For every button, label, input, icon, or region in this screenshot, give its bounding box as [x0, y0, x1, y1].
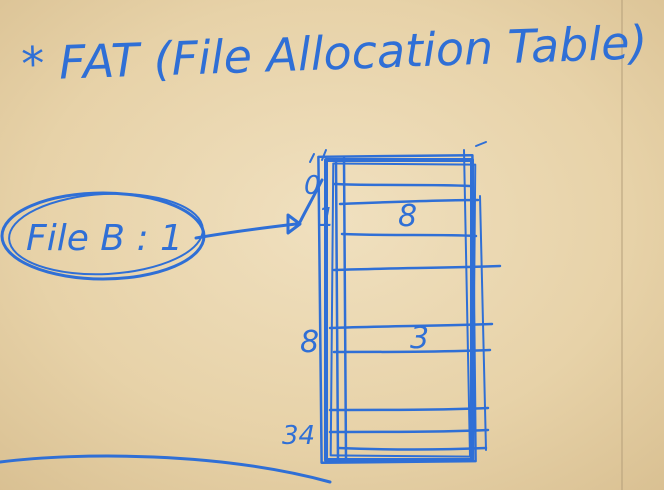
- fat-row-line: [340, 232, 478, 238]
- fat-row-line: [328, 322, 494, 330]
- fat-row-line: [332, 182, 472, 188]
- fat-index-0: 0: [304, 171, 321, 201]
- bottom-curve: [0, 454, 332, 484]
- arrow-tail-squiggle: [298, 178, 324, 224]
- fat-table: [317, 141, 502, 465]
- pointer-arrowhead-icon: [286, 213, 302, 235]
- fat-row-line: [336, 446, 488, 451]
- directory-entry-oval-stroke2: [8, 192, 204, 276]
- fat-row-line: [328, 428, 490, 434]
- fat-value-1: 8: [398, 199, 417, 234]
- fat-row-line: [328, 406, 490, 412]
- fat-row-line: [332, 264, 502, 272]
- fat-row-line: [338, 198, 480, 206]
- fat-index-1: 1: [318, 203, 335, 233]
- fat-index-34: 34: [282, 421, 315, 451]
- directory-entry-label: File B : 1: [26, 218, 183, 259]
- fat-index-8: 8: [300, 325, 319, 360]
- tick-mark: [321, 149, 327, 161]
- fat-row-line: [332, 348, 492, 354]
- pointer-arrow: [194, 222, 298, 240]
- fat-value-8: 3: [410, 321, 429, 356]
- tick-mark: [309, 153, 315, 163]
